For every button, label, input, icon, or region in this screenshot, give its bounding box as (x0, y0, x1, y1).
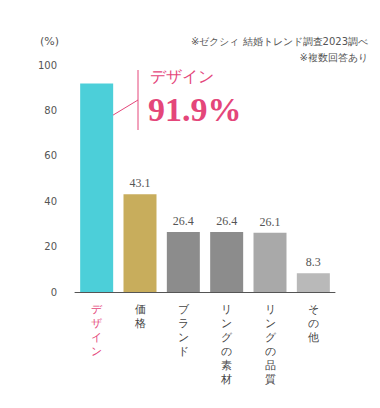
svg-text:ン: ン (221, 317, 232, 330)
svg-text:60: 60 (44, 150, 57, 161)
svg-text:ブ: ブ (178, 303, 190, 316)
svg-text:91.9%: 91.9% (148, 91, 242, 128)
svg-text:ラ: ラ (178, 317, 189, 330)
svg-text:ン: ン (91, 345, 102, 358)
svg-text:デザイン: デザイン (150, 67, 214, 86)
svg-text:ン: ン (265, 317, 276, 330)
svg-text:※複数回答あり: ※複数回答あり (300, 52, 368, 63)
svg-text:ザ: ザ (91, 317, 102, 330)
svg-text:※ゼクシィ 結婚トレンド調査2023調べ: ※ゼクシィ 結婚トレンド調査2023調べ (191, 36, 368, 47)
svg-text:価: 価 (135, 303, 146, 316)
svg-text:80: 80 (44, 105, 57, 116)
svg-text:(%): (%) (40, 35, 59, 48)
svg-text:20: 20 (44, 241, 57, 252)
svg-text:リ: リ (221, 303, 232, 316)
svg-text:ン: ン (178, 331, 189, 344)
svg-text:質: 質 (265, 373, 276, 386)
svg-text:の: の (265, 345, 276, 358)
svg-text:品: 品 (265, 359, 276, 372)
svg-text:100: 100 (38, 60, 57, 71)
svg-text:素: 素 (221, 359, 232, 372)
svg-text:0: 0 (51, 287, 57, 298)
svg-text:他: 他 (308, 331, 319, 344)
svg-text:格: 格 (134, 317, 146, 330)
svg-text:40: 40 (44, 196, 57, 207)
svg-text:イ: イ (91, 331, 102, 344)
svg-text:ド: ド (178, 345, 189, 358)
svg-text:材: 材 (220, 373, 232, 386)
svg-text:グ: グ (221, 331, 233, 344)
svg-text:そ: そ (308, 303, 319, 316)
svg-text:26.1: 26.1 (260, 215, 281, 229)
svg-text:リ: リ (265, 303, 276, 316)
svg-text:26.4: 26.4 (216, 214, 237, 228)
svg-text:グ: グ (265, 331, 277, 344)
svg-text:の: の (308, 317, 319, 330)
svg-text:26.4: 26.4 (173, 214, 194, 228)
svg-text:43.1: 43.1 (130, 176, 151, 190)
svg-text:デ: デ (91, 303, 103, 316)
svg-text:8.3: 8.3 (306, 255, 321, 269)
svg-text:の: の (221, 345, 232, 358)
